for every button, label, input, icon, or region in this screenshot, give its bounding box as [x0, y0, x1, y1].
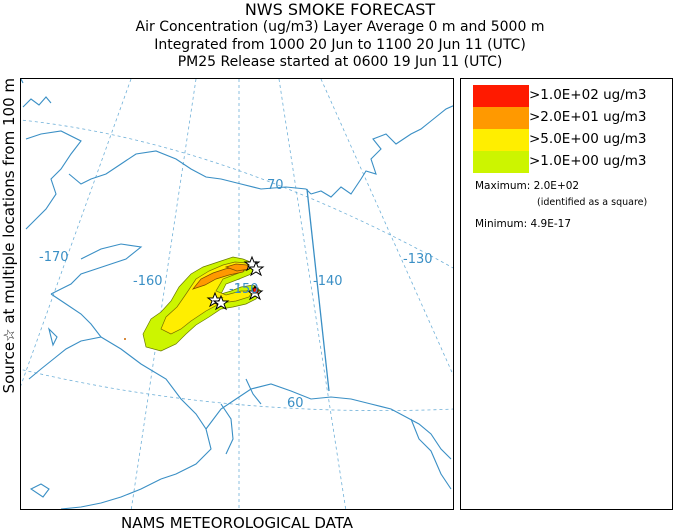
- maximum-value: Maximum: 2.0E+02: [475, 180, 580, 192]
- map-title: NWS SMOKE FORECAST: [244, 0, 436, 19]
- legend-item: >5.0E+00 ug/m3: [473, 129, 669, 151]
- legend-swatch-red: [473, 85, 529, 107]
- legend-swatch-green: [473, 151, 529, 173]
- longitude-label-150: -150: [229, 282, 259, 297]
- legend-label: >1.0E+00 ug/m3: [529, 153, 647, 169]
- meridian-170: [21, 79, 132, 387]
- legend-swatch-orange: [473, 107, 529, 129]
- legend-item: >1.0E+00 ug/m3: [473, 151, 669, 173]
- maximum-note: (identified as a square): [537, 197, 648, 208]
- source-markers: [206, 255, 265, 311]
- subtitle-release: PM25 Release started at 0600 19 Jun 11 (…: [177, 54, 503, 70]
- legend-item: >2.0E+01 ug/m3: [473, 107, 669, 129]
- meridian-140: [278, 79, 347, 509]
- latitude-label-70: 70: [267, 178, 284, 193]
- meridian-130: [320, 79, 453, 376]
- legend-item: >1.0E+02 ug/m3: [473, 85, 669, 107]
- longitude-label-160: -160: [133, 274, 163, 289]
- alaska-map: -170 -160 -150 -140 -130 70 60: [21, 79, 453, 509]
- square-icon: [252, 287, 259, 294]
- plume-speck: [124, 338, 126, 340]
- latitude-label-60: 60: [287, 396, 304, 411]
- legend-panel: >1.0E+02 ug/m3 >2.0E+01 ug/m3 >5.0E+00 u…: [460, 78, 673, 510]
- subtitle-concentration: Air Concentration (ug/m3) Layer Average …: [135, 19, 545, 35]
- subtitle-integration: Integrated from 1000 20 Jun to 1100 20 J…: [154, 37, 526, 53]
- legend-label: >2.0E+01 ug/m3: [529, 109, 647, 125]
- longitude-label-130: -130: [403, 252, 433, 267]
- legend-label: >5.0E+00 ug/m3: [529, 131, 647, 147]
- latitude-60-line: [21, 368, 453, 411]
- longitude-label-140: -140: [313, 274, 343, 289]
- meteorological-data-label: NAMS METEOROLOGICAL DATA: [121, 514, 353, 532]
- latitude-70-line: [21, 119, 453, 269]
- star-icon: [212, 294, 230, 311]
- star-icon: [247, 260, 265, 277]
- longitude-label-170: -170: [39, 250, 69, 265]
- legend-label: >1.0E+02 ug/m3: [529, 87, 647, 103]
- minimum-value: Minimum: 4.9E-17: [475, 218, 572, 230]
- map-panel[interactable]: -170 -160 -150 -140 -130 70 60: [20, 78, 454, 510]
- smoke-plume: [124, 256, 262, 352]
- legend-swatch-yellow: [473, 129, 529, 151]
- source-location-label: Source☆ at multiple locations from 100 m: [0, 78, 18, 394]
- coastline: [21, 79, 453, 509]
- meridian-160: [130, 79, 197, 509]
